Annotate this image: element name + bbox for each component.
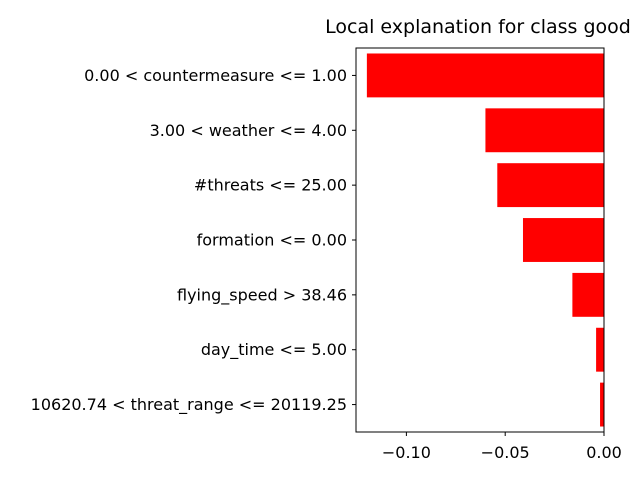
axes-frame [355,47,605,433]
bar-3 [522,218,604,262]
bar-2 [497,163,604,208]
category-label-6: 10620.74 < threat_range <= 20119.25 [31,395,347,415]
bar-5 [596,327,604,372]
x-tick-label-2: 0.00 [586,443,622,462]
x-tick-label-1: −0.05 [481,443,530,462]
x-tick-label-0: −0.10 [382,443,431,462]
category-label-5: day_time <= 5.00 [201,340,347,360]
bar-6 [600,382,604,427]
category-labels: 0.00 < countermeasure <= 1.00 3.00 < weat… [31,66,356,415]
category-label-4: flying_speed > 38.46 [177,285,347,305]
bar-0 [366,53,604,98]
plot-border [355,47,605,433]
chart-title: Local explanation for class good [325,16,631,38]
category-label-0: 0.00 < countermeasure <= 1.00 [84,66,347,85]
bar-1 [485,108,604,153]
bar-4 [572,272,604,317]
x-axis-ticks: −0.10 −0.05 0.00 [382,432,622,462]
category-label-3: formation <= 0.00 [197,231,347,250]
category-label-1: 3.00 < weather <= 4.00 [150,121,347,140]
category-label-2: #threats <= 25.00 [194,176,347,195]
bars-group [366,53,604,427]
